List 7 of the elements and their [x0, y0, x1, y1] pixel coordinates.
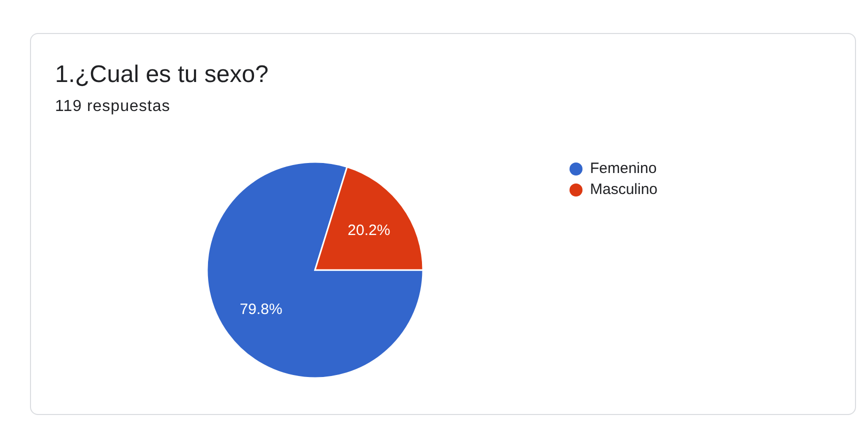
- legend-label: Femenino: [590, 160, 657, 177]
- chart-title: 1.¿Cual es tu sexo?: [55, 61, 268, 89]
- pie-slice: [206, 161, 424, 379]
- legend-label: Masculino: [590, 181, 658, 198]
- chart-subtitle: 119 respuestas: [55, 98, 170, 116]
- data-label: 20.2%: [348, 222, 390, 239]
- data-label: 79.8%: [240, 301, 282, 318]
